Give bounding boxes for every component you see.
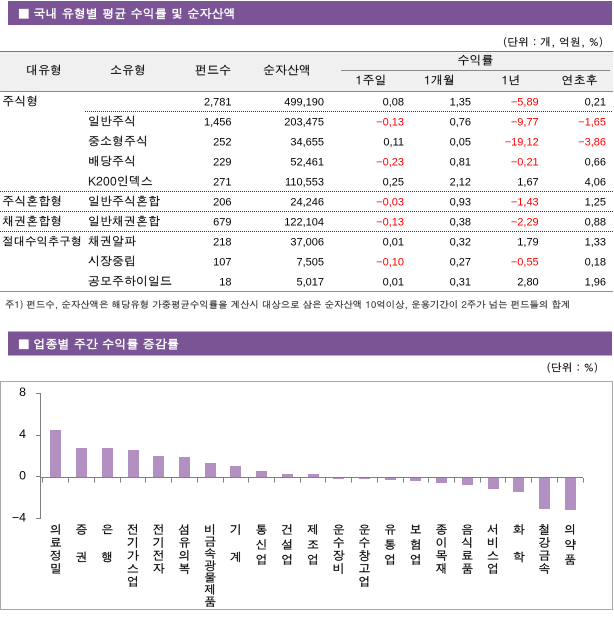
svg-text:−5,89: −5,89 <box>511 97 539 109</box>
svg-text:1,67: 1,67 <box>517 177 538 189</box>
svg-text:218: 218 <box>213 237 231 249</box>
svg-text:−2,29: −2,29 <box>511 217 539 229</box>
svg-text:−0,03: −0,03 <box>376 197 404 209</box>
svg-text:0,66: 0,66 <box>585 157 606 169</box>
svg-text:−0,55: −0,55 <box>511 257 539 269</box>
svg-text:−9,77: −9,77 <box>511 117 539 129</box>
svg-text:18: 18 <box>219 277 231 289</box>
svg-text:107: 107 <box>213 257 231 269</box>
svg-text:1,456: 1,456 <box>204 117 232 129</box>
svg-text:679: 679 <box>213 217 231 229</box>
svg-text:0,18: 0,18 <box>585 257 606 269</box>
svg-text:−0,23: −0,23 <box>376 157 404 169</box>
svg-text:1,79: 1,79 <box>517 237 538 249</box>
svg-text:229: 229 <box>213 157 231 169</box>
svg-text:1,25: 1,25 <box>585 197 606 209</box>
svg-text:−0,13: −0,13 <box>376 117 404 129</box>
svg-text:0,11: 0,11 <box>383 137 404 149</box>
svg-text:0,88: 0,88 <box>585 217 606 229</box>
svg-text:0,31: 0,31 <box>450 277 471 289</box>
svg-text:2,12: 2,12 <box>450 177 471 189</box>
svg-text:−1,43: −1,43 <box>511 197 539 209</box>
svg-text:252: 252 <box>213 137 231 149</box>
svg-text:206: 206 <box>213 197 231 209</box>
svg-text:0: 0 <box>19 469 26 483</box>
svg-text:0,76: 0,76 <box>450 117 471 129</box>
svg-text:0,25: 0,25 <box>383 177 404 189</box>
svg-text:−0,13: −0,13 <box>376 217 404 229</box>
svg-text:2,80: 2,80 <box>517 277 538 289</box>
svg-text:52,461: 52,461 <box>290 157 324 169</box>
svg-text:1,96: 1,96 <box>585 277 606 289</box>
svg-text:0,01: 0,01 <box>383 277 404 289</box>
svg-text:4: 4 <box>19 427 26 441</box>
svg-text:1,35: 1,35 <box>450 97 471 109</box>
svg-text:0,08: 0,08 <box>383 97 404 109</box>
svg-text:8: 8 <box>19 385 26 399</box>
svg-text:−1,65: −1,65 <box>578 117 606 129</box>
svg-text:0,27: 0,27 <box>450 257 471 269</box>
svg-text:−0,21: −0,21 <box>511 157 539 169</box>
svg-text:203,475: 203,475 <box>284 117 324 129</box>
svg-text:0,05: 0,05 <box>450 137 471 149</box>
svg-text:34,655: 34,655 <box>290 137 324 149</box>
svg-text:0,93: 0,93 <box>450 197 471 209</box>
svg-text:−0,10: −0,10 <box>376 257 404 269</box>
svg-text:110,553: 110,553 <box>285 177 324 189</box>
svg-text:0,21: 0,21 <box>585 97 606 109</box>
svg-text:5,017: 5,017 <box>296 277 324 289</box>
svg-text:0,01: 0,01 <box>383 237 404 249</box>
svg-text:0,32: 0,32 <box>450 237 471 249</box>
svg-text:24,246: 24,246 <box>290 197 324 209</box>
svg-text:−19,12: −19,12 <box>505 137 539 149</box>
svg-text:271: 271 <box>213 177 231 189</box>
svg-text:1,33: 1,33 <box>585 237 606 249</box>
svg-text:122,104: 122,104 <box>284 217 324 229</box>
svg-text:4,06: 4,06 <box>585 177 606 189</box>
svg-text:2,781: 2,781 <box>204 97 232 109</box>
svg-text:7,505: 7,505 <box>296 257 324 269</box>
svg-text:0,81: 0,81 <box>450 157 471 169</box>
svg-text:0,38: 0,38 <box>450 217 471 229</box>
svg-text:−3,86: −3,86 <box>578 137 606 149</box>
svg-text:−4: −4 <box>12 511 26 525</box>
svg-text:499,190: 499,190 <box>284 97 324 109</box>
svg-text:37,006: 37,006 <box>290 237 324 249</box>
